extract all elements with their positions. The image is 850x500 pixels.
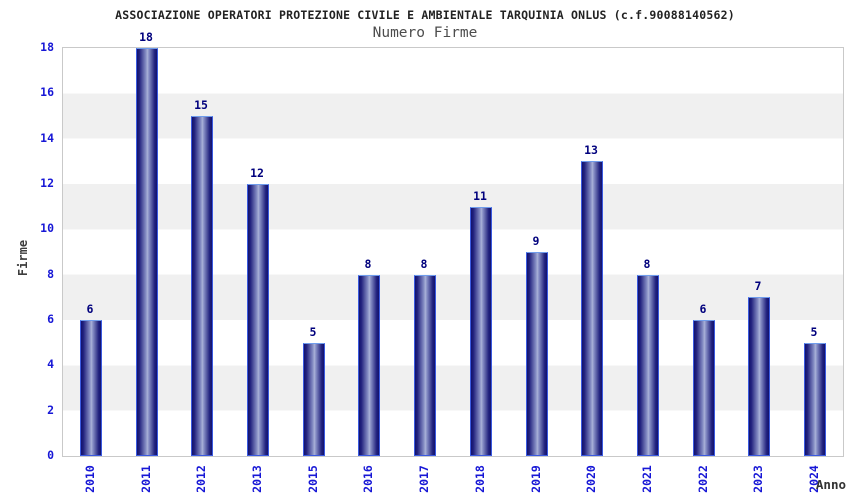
x-tick-label: 2013 — [250, 465, 264, 493]
bar-2010 — [80, 320, 102, 456]
x-tick-label: 2023 — [751, 465, 765, 493]
bar-2024 — [804, 343, 826, 456]
x-tick-label: 2020 — [584, 465, 598, 493]
y-tick-label: 16 — [40, 85, 54, 99]
y-tick-label: 8 — [47, 267, 54, 281]
chart-subtitle: Numero Firme — [372, 25, 478, 41]
bar-2017 — [414, 275, 436, 456]
x-tick-label: 2011 — [139, 465, 153, 493]
bar-2023 — [748, 297, 770, 456]
bar-2016 — [358, 275, 380, 456]
bar-value-label: 8 — [364, 257, 372, 271]
x-tick-label: 2021 — [640, 465, 654, 493]
bar-2011 — [136, 48, 158, 456]
bar-value-label: 6 — [86, 302, 94, 316]
x-tick-label: 2022 — [696, 465, 710, 493]
bar-2019 — [526, 252, 548, 456]
y-tick-label: 14 — [40, 131, 54, 145]
bar-value-label: 8 — [420, 257, 428, 271]
x-tick-label: 2017 — [417, 465, 431, 493]
bar-value-label: 15 — [194, 98, 208, 112]
bar-value-label: 9 — [532, 234, 540, 248]
x-axis-title: Anno — [815, 477, 846, 492]
y-tick-label: 18 — [40, 40, 54, 54]
x-tick-label: 2018 — [473, 465, 487, 493]
x-tick-label: 2019 — [529, 465, 543, 493]
x-tick-label: 2016 — [361, 465, 375, 493]
bar-value-label: 6 — [699, 302, 707, 316]
bar-value-label: 5 — [309, 325, 317, 339]
chart-title: ASSOCIAZIONE OPERATORI PROTEZIONE CIVILE… — [115, 8, 735, 22]
bar-2015 — [303, 343, 325, 456]
bar-2012 — [191, 116, 213, 456]
x-tick-label: 2010 — [83, 465, 97, 493]
bar-value-label: 8 — [643, 257, 651, 271]
bar-2013 — [247, 184, 269, 456]
y-tick-label: 4 — [47, 357, 54, 371]
y-tick-label: 0 — [47, 448, 54, 462]
y-tick-label: 10 — [40, 221, 54, 235]
x-tick-label: 2012 — [194, 465, 208, 493]
plot-area — [62, 47, 844, 457]
bar-value-label: 13 — [584, 143, 598, 157]
bar-value-label: 7 — [754, 279, 762, 293]
bar-2022 — [693, 320, 715, 456]
bar-value-label: 11 — [473, 189, 487, 203]
x-tick-label: 2015 — [306, 465, 320, 493]
y-tick-label: 2 — [47, 403, 54, 417]
bar-2020 — [581, 161, 603, 456]
y-tick-label: 12 — [40, 176, 54, 190]
bar-2018 — [470, 207, 492, 456]
y-tick-label: 6 — [47, 312, 54, 326]
bar-value-label: 18 — [139, 30, 153, 44]
bar-2021 — [637, 275, 659, 456]
bar-value-label: 12 — [250, 166, 264, 180]
bar-value-label: 5 — [810, 325, 818, 339]
